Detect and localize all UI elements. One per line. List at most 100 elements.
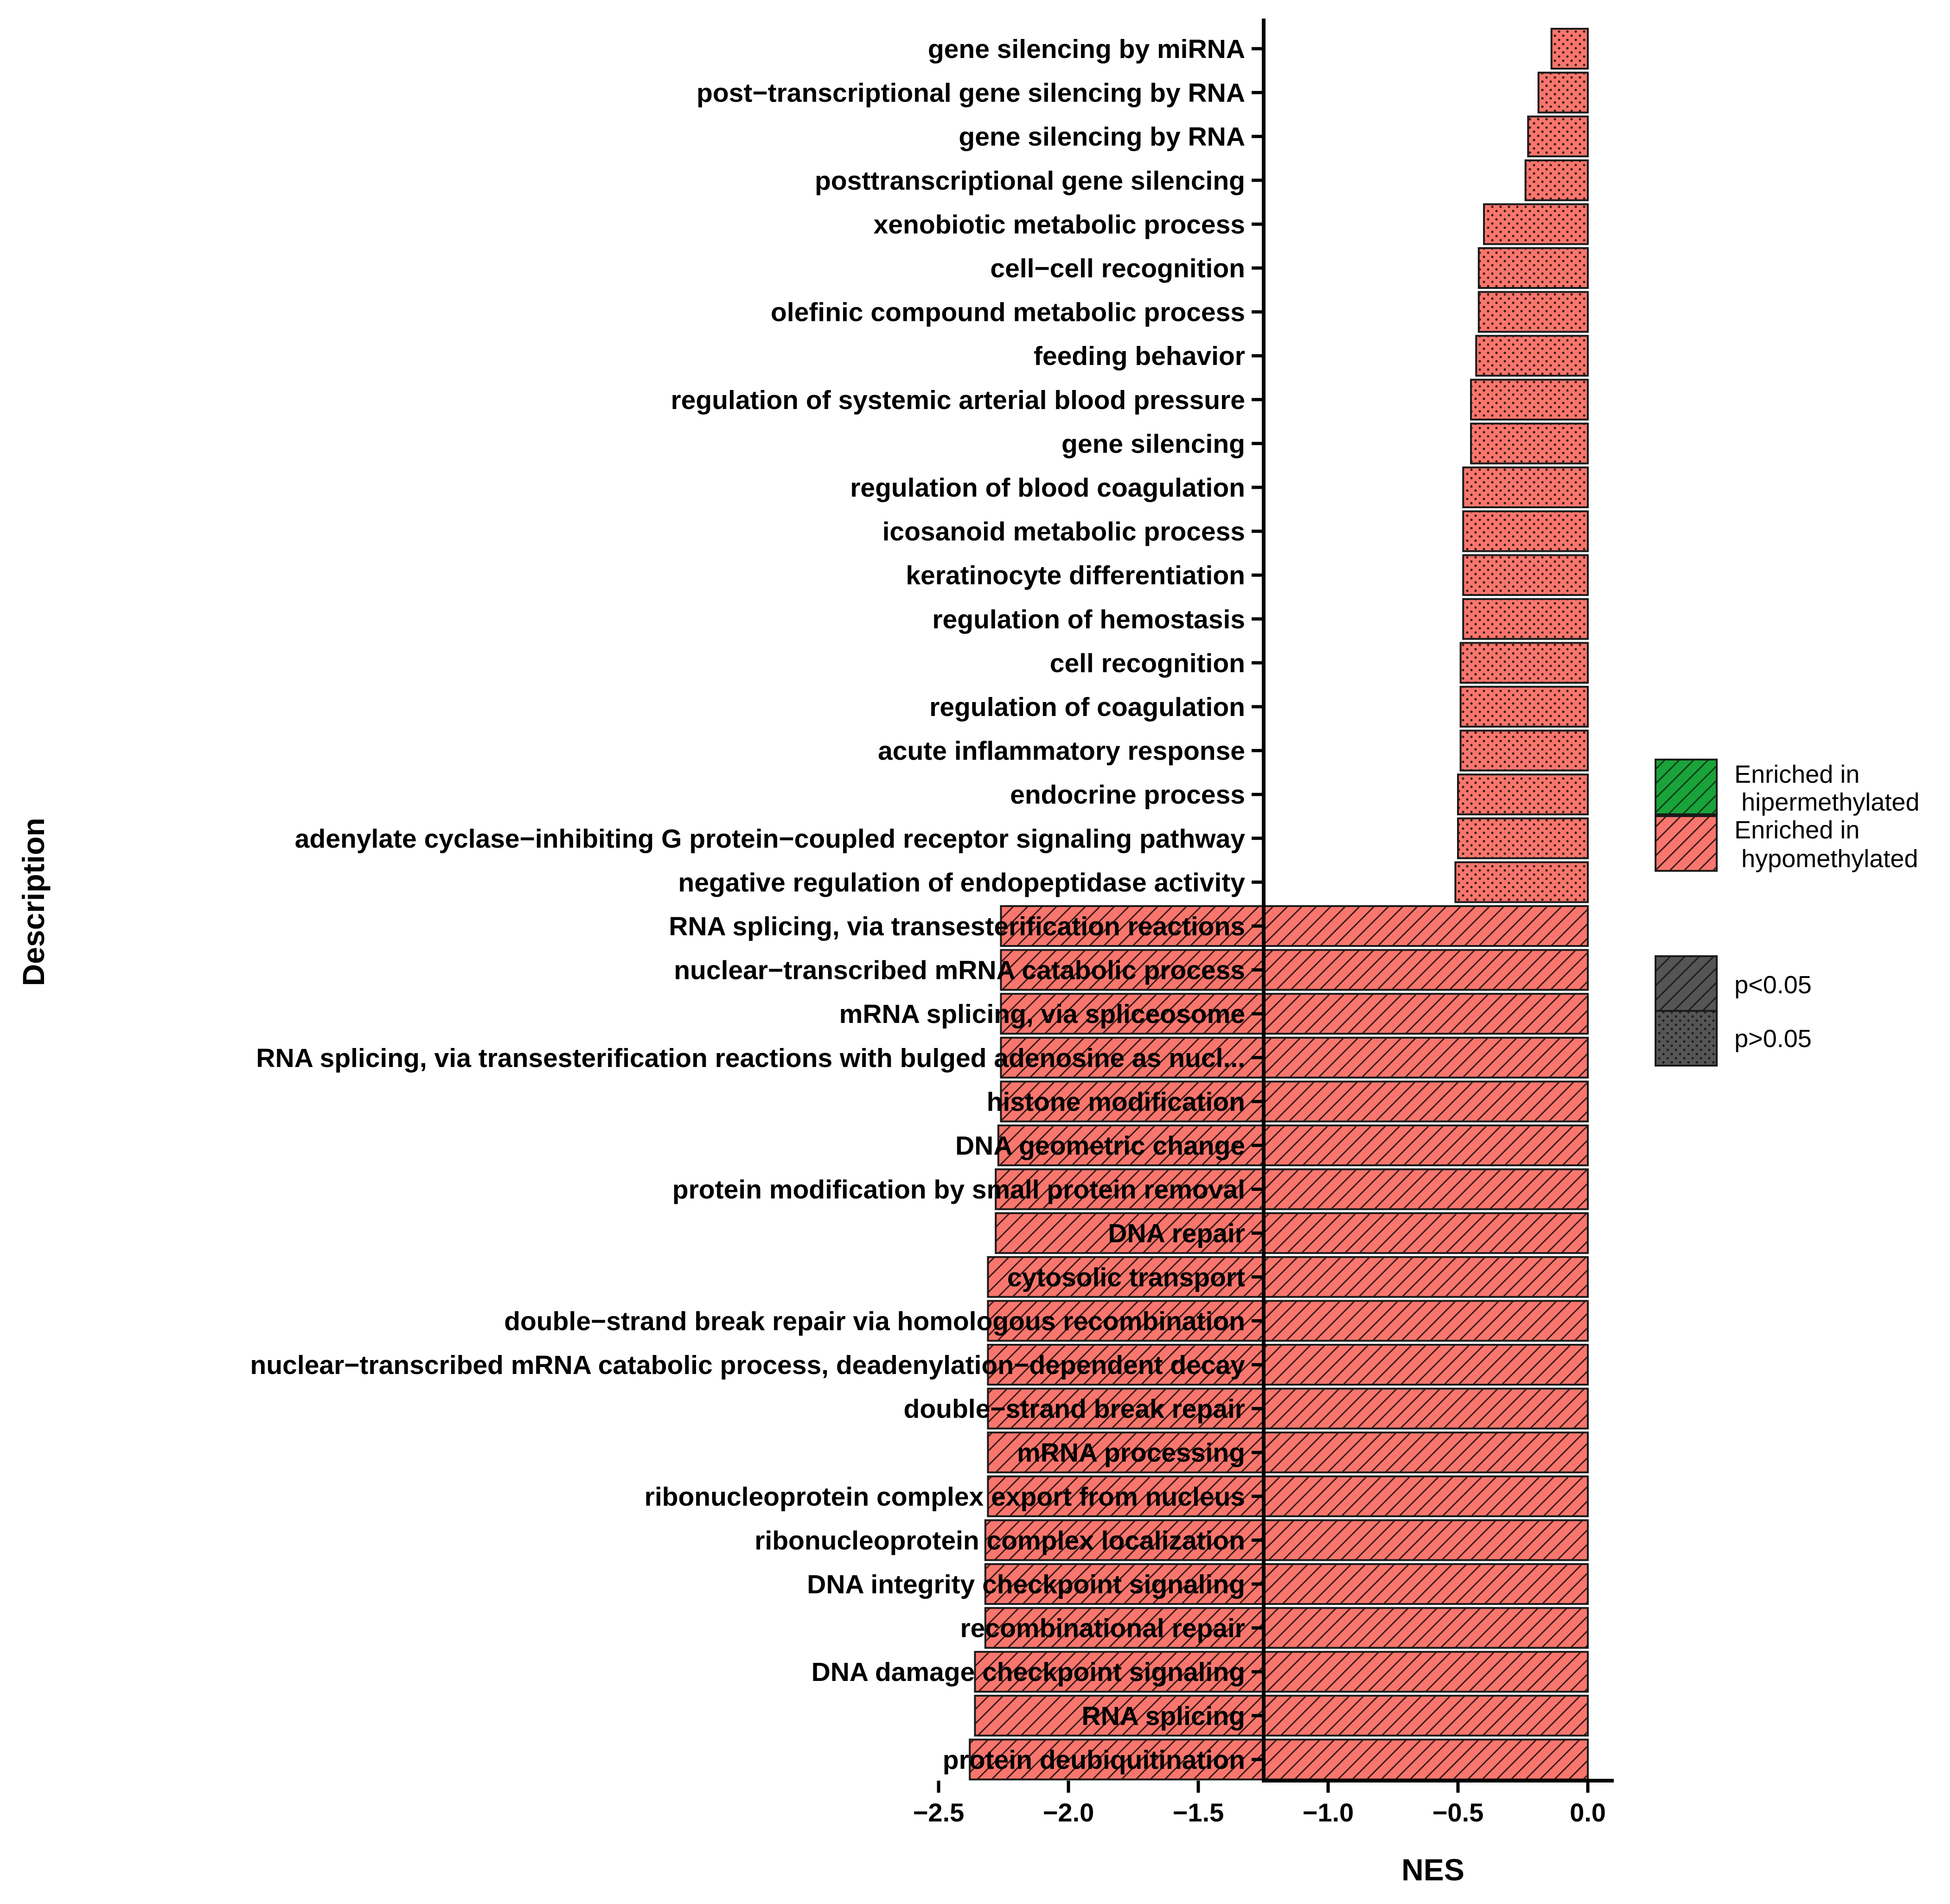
category-label-24: histone modification [987, 1087, 1245, 1117]
category-label-34: ribonucleoprotein complex localization [754, 1526, 1245, 1555]
category-label-14: cell recognition [1050, 648, 1245, 678]
bar-12 [1462, 554, 1589, 596]
axes-group [937, 19, 1614, 1793]
category-label-21: nuclear−transcribed mRNA catabolic proce… [674, 956, 1245, 985]
bar-4 [1483, 203, 1589, 245]
bar-27 [995, 1212, 1589, 1254]
x-tick-label-1: −2.0 [1043, 1798, 1094, 1827]
category-label-5: cell−cell recognition [990, 254, 1245, 283]
legend-label-hypomethylated-line1: Enriched in [1734, 816, 1860, 844]
category-label-31: double−strand break repair [904, 1394, 1246, 1424]
category-label-28: cytosolic transport [1007, 1263, 1245, 1292]
legend-label-hipermethylated-line1: Enriched in [1734, 760, 1860, 788]
category-label-22: mRNA splicing, via spliceosome [839, 999, 1245, 1029]
category-label-3: posttranscriptional gene silencing [815, 166, 1245, 196]
bars-group [969, 28, 1589, 1781]
category-label-35: DNA integrity checkpoint signaling [807, 1570, 1245, 1599]
legend-swatch-p-gt-005 [1655, 1010, 1718, 1067]
bar-30 [987, 1344, 1589, 1386]
category-label-15: regulation of coagulation [929, 692, 1245, 722]
bar-31 [987, 1387, 1589, 1430]
bar-21 [1000, 949, 1589, 991]
legend-label-p-gt-005: p>0.05 [1734, 1025, 1812, 1053]
category-label-36: recombinational repair [960, 1614, 1245, 1643]
x-axis-title: NES [1401, 1853, 1464, 1887]
bar-7 [1475, 335, 1589, 377]
category-label-23: RNA splicing, via transesterification re… [256, 1043, 1245, 1073]
bar-9 [1470, 422, 1589, 465]
category-label-39: protein deubiquitination [943, 1745, 1245, 1775]
category-label-13: regulation of hemostasis [932, 605, 1245, 634]
category-label-19: negative regulation of endopeptidase act… [678, 868, 1245, 897]
category-label-17: endocrine process [1010, 780, 1245, 810]
bar-28 [987, 1256, 1589, 1298]
x-tick-label-0: −2.5 [913, 1798, 965, 1827]
bar-32 [987, 1431, 1589, 1474]
bar-14 [1459, 642, 1589, 684]
bar-0 [1550, 28, 1589, 70]
bar-11 [1462, 510, 1589, 552]
category-label-12: keratinocyte differentiation [906, 561, 1245, 590]
bar-10 [1462, 466, 1589, 508]
bar-15 [1459, 686, 1589, 728]
category-label-16: acute inflammatory response [878, 736, 1245, 766]
bar-5 [1477, 247, 1589, 289]
legend-swatch-hipermethylated [1655, 759, 1718, 815]
category-labels: gene silencing by miRNA post−transcriptio… [250, 34, 1245, 1775]
x-tick-labels: −2.5 −2.0 −1.5 −1.0 −0.5 0.0 [913, 1798, 1606, 1827]
category-label-37: DNA damage checkpoint signaling [812, 1657, 1245, 1687]
x-tick-label-2: −1.5 [1173, 1798, 1224, 1827]
bar-23 [1000, 1036, 1589, 1079]
bar-6 [1477, 291, 1589, 333]
category-label-38: RNA splicing [1081, 1701, 1245, 1731]
legend-label-p-lt-005: p<0.05 [1734, 971, 1812, 999]
bar-29 [987, 1300, 1589, 1342]
category-label-32: mRNA processing [1017, 1438, 1245, 1468]
category-label-4: xenobiotic metabolic process [874, 210, 1245, 239]
bar-22 [1000, 993, 1589, 1035]
category-label-10: regulation of blood coagulation [850, 473, 1245, 503]
category-label-0: gene silencing by miRNA [928, 34, 1245, 64]
bar-3 [1524, 159, 1589, 201]
legend: Enriched in hipermethylated Enriched in … [1655, 759, 1919, 1067]
bar-35 [984, 1563, 1589, 1605]
bar-13 [1462, 598, 1589, 640]
bar-2 [1527, 115, 1589, 158]
bar-20 [1000, 905, 1589, 947]
category-label-33: ribonucleoprotein complex export from nu… [645, 1482, 1245, 1512]
category-label-1: post−transcriptional gene silencing by R… [697, 78, 1245, 108]
bar-18 [1457, 817, 1589, 859]
category-label-20: RNA splicing, via transesterification re… [669, 912, 1245, 941]
bar-34 [984, 1519, 1589, 1561]
y-axis-title: Description [16, 818, 51, 986]
category-label-9: gene silencing [1061, 429, 1245, 459]
legend-label-hipermethylated-line2: hipermethylated [1734, 788, 1919, 816]
legend-swatch-hypomethylated [1655, 815, 1718, 872]
category-label-27: DNA repair [1108, 1219, 1245, 1248]
legend-label-hypomethylated-line2: hypomethylated [1734, 845, 1918, 873]
category-label-29: double−strand break repair via homologou… [504, 1306, 1245, 1336]
bar-8 [1470, 378, 1589, 421]
category-label-30: nuclear−transcribed mRNA catabolic proce… [250, 1350, 1245, 1380]
bar-37 [974, 1651, 1589, 1693]
bar-19 [1454, 861, 1589, 903]
category-label-8: regulation of systemic arterial blood pr… [671, 385, 1245, 415]
bar-36 [984, 1607, 1589, 1649]
x-tick-label-4: −0.5 [1432, 1798, 1484, 1827]
category-label-7: feeding behavior [1034, 341, 1245, 371]
bar-39 [969, 1738, 1589, 1781]
bar-26 [995, 1168, 1589, 1210]
category-label-11: icosanoid metabolic process [882, 517, 1245, 547]
category-label-2: gene silencing by RNA [959, 122, 1245, 152]
x-tick-label-3: −1.0 [1303, 1798, 1354, 1827]
category-label-25: DNA geometric change [955, 1131, 1245, 1161]
bar-17 [1457, 773, 1589, 816]
category-label-6: olefinic compound metabolic process [771, 298, 1245, 327]
bar-16 [1459, 729, 1589, 772]
category-label-18: adenylate cyclase−inhibiting G protein−c… [295, 824, 1246, 854]
bar-25 [997, 1125, 1589, 1166]
bar-38 [974, 1694, 1589, 1737]
bar-33 [987, 1475, 1589, 1517]
category-label-26: protein modification by small protein re… [672, 1175, 1245, 1205]
